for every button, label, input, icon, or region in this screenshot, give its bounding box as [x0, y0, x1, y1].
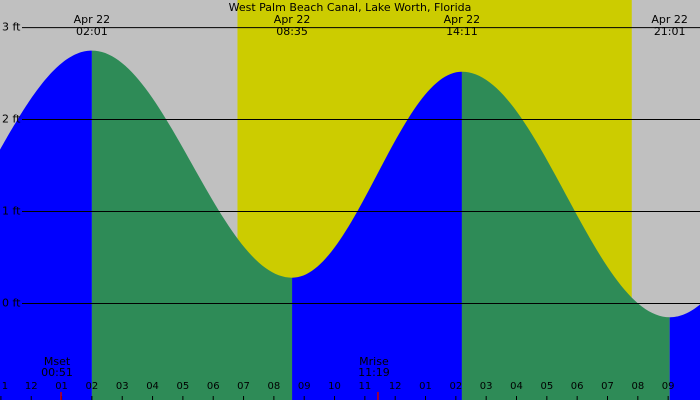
x-tick-label: 02	[86, 381, 99, 392]
x-tick-label: 04	[146, 381, 159, 392]
rising-tide-area	[292, 71, 462, 400]
x-tick-label: 12	[389, 381, 402, 392]
y-tick-label: 1 ft	[2, 204, 21, 217]
x-tick-label: 06	[207, 381, 220, 392]
x-tick-label: 07	[237, 381, 250, 392]
tide-area-layer	[0, 50, 700, 400]
rising-tide-area	[669, 304, 700, 400]
extreme-date-label: Apr 22	[444, 13, 481, 26]
y-tick-label: 3 ft	[2, 21, 21, 34]
x-tick-label: 05	[540, 381, 553, 392]
moon-event-label: Mset	[44, 355, 71, 368]
extreme-time-label: 02:01	[76, 25, 108, 38]
x-tick-label: 08	[631, 381, 644, 392]
x-tick-label: 11	[358, 381, 371, 392]
x-tick-label: 12	[25, 381, 38, 392]
rising-tide-area	[0, 50, 92, 400]
moon-event-label: Mrise	[359, 355, 389, 368]
extreme-time-label: 14:11	[446, 25, 478, 38]
y-tick-label: 2 ft	[2, 113, 21, 126]
x-tick-label: 03	[116, 381, 129, 392]
extreme-time-label: 08:35	[276, 25, 308, 38]
x-tick-label: 04	[510, 381, 523, 392]
y-tick-label: 0 ft	[2, 296, 21, 309]
x-tick-label: 01	[55, 381, 68, 392]
x-tick-label: 01	[419, 381, 432, 392]
x-tick-label: 06	[571, 381, 584, 392]
x-tick-label: 08	[268, 381, 281, 392]
extreme-date-label: Apr 22	[74, 13, 111, 26]
x-tick-label: 07	[601, 381, 614, 392]
moon-event-time: 00:51	[41, 366, 73, 379]
falling-tide-area	[91, 50, 293, 400]
label-layer: 0 ft 1 ft 2 ft 3 ft 1 12 01 02 03 04 05 06 07 08 09 10 1…	[0, 13, 688, 400]
x-tick-label: 05	[177, 381, 190, 392]
moon-event-time: 11:19	[358, 366, 390, 379]
extreme-time-label: 21:01	[654, 25, 686, 38]
extreme-date-label: Apr 22	[651, 13, 688, 26]
falling-tide-area	[461, 71, 670, 400]
x-tick-label: 1	[2, 381, 8, 392]
gridline-layer	[22, 27, 700, 304]
x-tick-label: 09	[298, 381, 311, 392]
x-tick-label: 02	[449, 381, 462, 392]
x-tick-label: 10	[328, 381, 341, 392]
x-tick-label: 03	[480, 381, 493, 392]
x-tick-label: 09	[662, 381, 675, 392]
extreme-date-label: Apr 22	[274, 13, 311, 26]
chart-title: West Palm Beach Canal, Lake Worth, Flori…	[229, 1, 472, 14]
